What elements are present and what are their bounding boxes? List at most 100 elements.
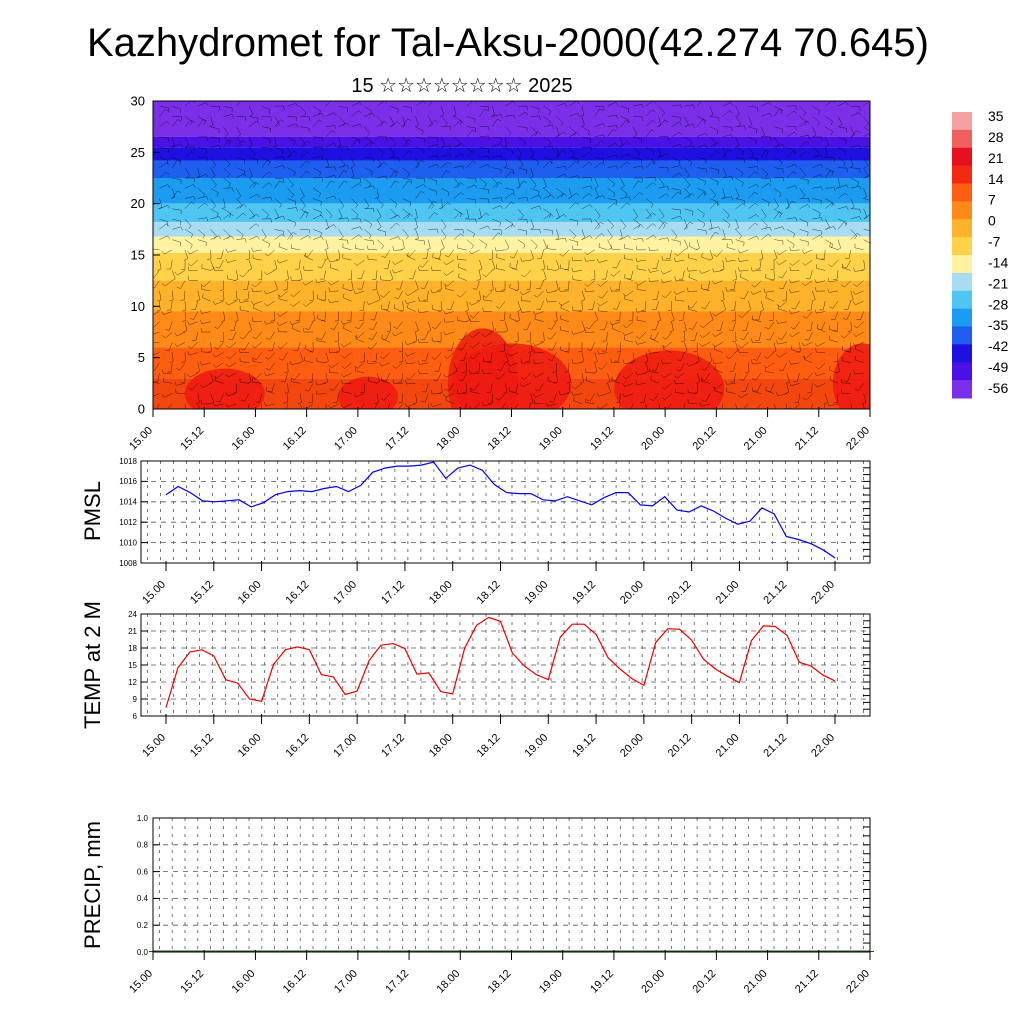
wind-barb-flag [621,185,625,189]
wind-barb [594,134,604,138]
wind-barb [492,197,502,199]
wind-barb-flag [789,262,793,266]
wind-barb [323,270,327,280]
temperature-band [153,178,870,204]
wind-barb [767,352,775,359]
wind-barb-flag [652,161,656,165]
wind-barb [837,157,846,163]
wind-barb [394,270,403,274]
wind-barb-flag [731,134,734,139]
wind-barb-flag [666,193,670,197]
wind-barb [607,372,611,382]
wind-barb-flag [435,180,438,185]
wind-barb [351,136,361,141]
wind-barb [197,362,200,372]
wind-barb [829,369,839,374]
wind-barb-flag [462,392,467,394]
wind-barb [166,403,173,409]
wind-barb [720,321,724,331]
wind-barb [568,188,572,197]
wind-barb [748,136,757,141]
wind-barb [658,403,661,409]
wind-barb [479,208,482,218]
wind-barb [253,300,262,305]
wind-barb [598,246,608,251]
wind-barb-flag [495,328,497,333]
wind-barb-flag [717,141,721,145]
wind-barb-flag [701,253,703,258]
wind-barb [810,321,813,331]
wind-barb [153,352,160,356]
wind-barb [756,352,762,361]
wind-barb-flag [842,318,847,320]
wind-barb-flag [251,215,255,219]
wind-barb [312,119,320,127]
wind-barb [252,290,262,293]
wind-barb [709,126,719,131]
wind-barb-flag [571,391,574,396]
wind-barb [581,152,590,158]
wind-barb [626,321,634,328]
wind-barb-flag [303,266,305,271]
wind-barb [836,321,839,331]
wind-barb-flag [802,397,807,401]
wind-barb-flag [225,258,228,263]
colorbar-label: 28 [988,129,1004,145]
wind-barb-flag [702,400,707,402]
wind-barb-flag [622,359,625,364]
wind-barb [573,393,582,396]
wind-barb-flag [652,182,657,186]
wind-barb [773,208,782,215]
wind-barb-flag [686,287,689,292]
wind-barb [663,372,672,379]
wind-barb-flag [400,248,405,251]
wind-barb-flag [277,345,282,349]
wind-barb [768,321,775,330]
wind-barb [235,270,239,280]
wind-barb [428,155,438,158]
wind-barb [342,257,352,261]
wind-barb [412,270,416,280]
pmsl-xtick-label: 18.12 [475,579,503,607]
wind-barb-flag [391,124,395,127]
wind-barb [680,352,685,361]
wind-barb-flag [382,379,387,382]
wind-barb [401,373,403,383]
wind-barb [344,362,352,369]
wind-barb [607,125,617,127]
wind-barb [761,102,770,107]
wind-barb [165,331,173,339]
wind-barb-flag [248,175,253,179]
wind-barb [203,280,211,287]
wind-barb [760,249,764,259]
wind-barb [568,192,577,199]
wind-barb-flag [789,266,791,271]
wind-barb [325,208,333,216]
wind-barb-flag [195,371,200,374]
wind-barb [402,118,408,127]
wind-barb [560,268,570,271]
wind-barb-flag [334,175,337,179]
wind-barb [415,239,425,242]
wind-barb-flag [393,304,396,309]
wind-barb [697,167,707,169]
wind-barb [184,321,188,331]
wind-barb-flag [626,202,631,206]
wind-barb-flag [735,196,740,199]
wind-barb-flag [404,352,408,357]
wind-barb [594,222,601,230]
wind-barb [697,116,706,121]
wind-barb [568,126,577,133]
wind-barb [812,105,821,112]
wind-barb-flag [612,266,617,269]
wind-barb-flag [369,223,373,228]
wind-barb [254,342,262,349]
wind-barb [709,106,714,115]
wind-barb [428,239,431,249]
precip-xtick-label: 20.00 [639,968,667,996]
wind-barb [498,372,506,380]
wind-barb-flag [639,192,644,196]
wind-barb [816,280,826,284]
wind-barb [235,290,238,300]
wind-barb-flag [266,214,269,219]
